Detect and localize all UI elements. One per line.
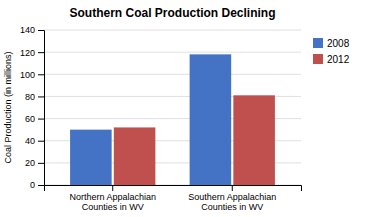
y-tick-mark: [38, 119, 44, 120]
y-tick: 60: [25, 114, 44, 124]
bar: [70, 130, 112, 185]
y-tick-label: 60: [25, 114, 35, 124]
x-tick-label-line: Counties in WV: [201, 202, 263, 212]
y-axis-title: Coal Production (in millions): [3, 51, 13, 163]
grid: [44, 30, 301, 185]
x-tick: Southern AppalachianCounties in WV: [188, 185, 276, 212]
legend: 2008 2012: [313, 38, 350, 65]
y-tick-mark: [38, 185, 44, 186]
y-axis: 0 20 40 60 80 100 120 140: [20, 25, 45, 190]
bar: [233, 95, 275, 185]
y-tick-label: 40: [25, 136, 35, 146]
grid-line: [44, 74, 301, 75]
y-tick-label: 0: [30, 180, 35, 190]
y-axis-line: [38, 31, 45, 186]
legend-label: 2012: [327, 54, 350, 65]
legend-label: 2008: [327, 38, 350, 49]
x-tick-label: Southern AppalachianCounties in WV: [188, 192, 276, 212]
y-tick-mark: [38, 163, 44, 164]
y-tick-label: 100: [20, 70, 35, 80]
x-tick-label-line: Counties in WV: [82, 202, 144, 212]
chart-container: 020406080100120140Northern AppalachianCo…: [0, 0, 367, 217]
y-tick: 120: [20, 48, 44, 58]
bar: [114, 127, 156, 185]
chart-title: Southern Coal Production Declining: [69, 6, 275, 20]
y-tick-label: 120: [20, 48, 35, 58]
bar-series: [114, 95, 275, 185]
legend-item: 2008: [313, 38, 350, 49]
y-tick-label: 80: [25, 92, 35, 102]
bars: [70, 54, 275, 185]
legend-swatch: [313, 38, 323, 48]
chart-svg: 020406080100120140Northern AppalachianCo…: [0, 0, 367, 217]
y-tick: 20: [25, 158, 44, 168]
x-tick-mark: [232, 185, 233, 191]
y-tick: 40: [25, 136, 44, 146]
bar: [190, 54, 232, 185]
x-tick-label-line: Southern Appalachian: [188, 192, 276, 202]
x-axis-line: [45, 186, 302, 192]
grid-line: [44, 52, 301, 53]
x-tick-label-line: Northern Appalachian: [69, 192, 156, 202]
y-tick: 140: [20, 25, 44, 35]
y-tick-mark: [38, 96, 44, 97]
x-axis: Northern AppalachianCounties in WVSouthe…: [45, 185, 302, 212]
grid-line: [44, 30, 301, 31]
y-tick-mark: [38, 74, 44, 75]
y-tick-mark: [38, 52, 44, 53]
y-tick: 0: [30, 180, 44, 190]
x-tick-mark: [112, 185, 113, 191]
x-tick-label: Northern AppalachianCounties in WV: [69, 192, 156, 212]
plot-area: 020406080100120140Northern AppalachianCo…: [20, 25, 302, 212]
y-tick-mark: [38, 141, 44, 142]
y-tick-mark: [38, 30, 44, 31]
y-tick-label: 20: [25, 158, 35, 168]
legend-swatch: [313, 54, 323, 64]
y-tick: 100: [20, 70, 44, 80]
x-tick: Northern AppalachianCounties in WV: [69, 185, 156, 212]
legend-item: 2012: [313, 54, 350, 65]
y-tick: 80: [25, 92, 44, 102]
y-tick-label: 140: [20, 25, 35, 35]
bar-series: [70, 54, 231, 185]
